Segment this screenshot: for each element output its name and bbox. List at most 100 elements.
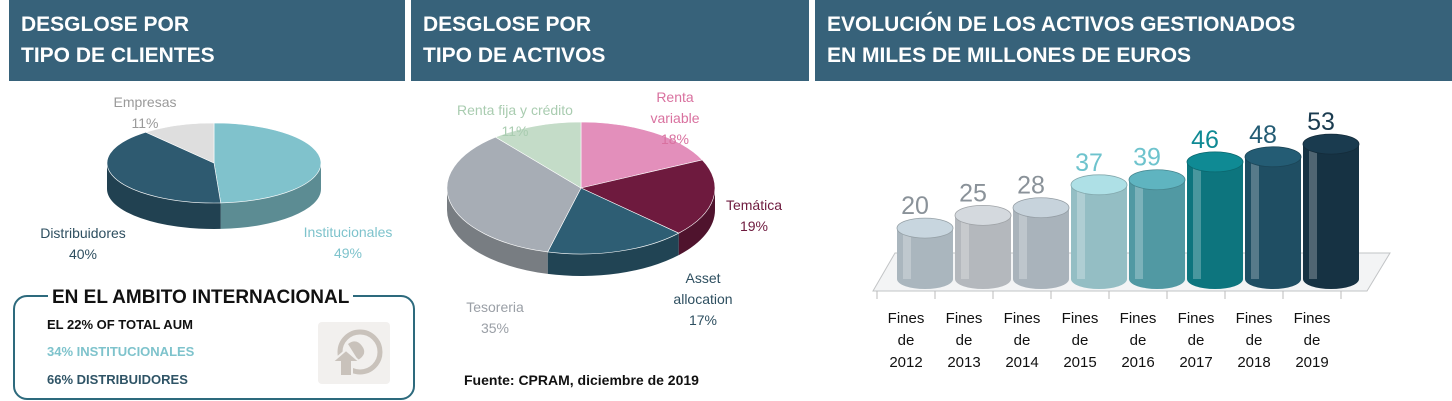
header-activos: DESGLOSE POR TIPO DE ACTIVOS [411,0,809,81]
pie-clientes-chart [106,122,322,229]
bar-top-2 [1012,197,1070,219]
bar-value-label-4: 39 [1133,144,1161,172]
label-distribuidores-pct: 40% [68,246,98,262]
header-evolucion: EVOLUCIÓN DE LOS ACTIVOS GESTIONADOS EN … [815,0,1452,81]
clientes-slice-1 [106,131,222,204]
bar-highlight-7 [1309,144,1317,279]
activos-side-3 [447,188,548,274]
bar-body-5 [1187,161,1243,289]
activos-slice-2 [547,187,680,255]
label-empresas: Empresas 11% [100,92,190,134]
label-renta-variable-line2: variable [650,110,700,126]
activos-slice-4 [494,121,582,189]
x-label-1-2: 2013 [947,354,980,371]
x-label-7-1: de [1304,332,1321,349]
label-institucionales: Institucionales 49% [293,222,403,264]
label-asset-line2: allocation [673,291,733,307]
bar-top-1 [954,204,1012,226]
bar-body-7 [1303,144,1359,289]
international-institucionales: 34% INSTITUCIONALES [47,344,195,359]
x-label-5-0: Fines [1178,310,1215,327]
activos-side-2 [547,233,679,276]
label-tesoreria-name: Tesoreria [466,299,524,315]
bar-highlight-1 [961,215,969,279]
bar-body-1 [955,215,1011,289]
bar-body-2 [1013,207,1069,289]
pie-activos-chart [446,121,716,276]
label-distribuidores-name: Distribuidores [40,225,126,241]
bar-value-label-6: 48 [1249,121,1277,149]
header-evolucion-line1: EVOLUCIÓN DE LOS ACTIVOS GESTIONADOS [827,13,1296,36]
activos-slice-1 [580,159,716,234]
globe-arrow-icon [318,322,390,384]
bar-value-label-5: 46 [1191,126,1219,154]
x-label-5-1: de [1188,332,1205,349]
bar-top-3 [1070,174,1128,196]
bar-top-7 [1302,133,1360,155]
bar-top-4 [1128,169,1186,191]
label-asset-pct: 17% [688,312,718,328]
clientes-side-1 [107,163,221,229]
label-empresas-name: Empresas [113,94,177,110]
label-renta-fija-name: Renta fija y crédito [457,102,573,118]
label-renta-fija: Renta fija y crédito 11% [435,100,595,142]
bar-highlight-5 [1193,161,1201,279]
x-label-0-2: 2012 [889,354,922,371]
bar-highlight-3 [1077,184,1085,279]
x-label-3-1: de [1072,332,1089,349]
x-label-7-2: 2019 [1295,354,1328,371]
bar-top-0 [896,217,954,239]
label-institucionales-name: Institucionales [303,224,393,240]
x-label-2-0: Fines [1004,310,1041,327]
bar-body-3 [1071,184,1127,289]
label-institucionales-pct: 49% [333,245,363,261]
bar-highlight-0 [903,228,911,279]
bar-value-label-2: 28 [1017,172,1045,200]
x-label-6-0: Fines [1236,310,1273,327]
bar-body-0 [897,228,953,289]
label-empresas-pct: 11% [131,115,159,131]
x-label-0-1: de [898,332,915,349]
x-label-1-1: de [956,332,973,349]
header-activos-line1: DESGLOSE POR [423,13,592,36]
bar-top-6 [1244,146,1302,168]
x-label-4-1: de [1130,332,1147,349]
activos-slice-3 [446,136,582,253]
label-asset-line1: Asset [685,270,721,286]
clientes-side-0 [220,163,321,229]
x-label-4-2: 2016 [1121,354,1154,371]
label-renta-variable-line1: Renta [656,89,694,105]
international-title: EN EL AMBITO INTERNACIONAL [48,287,354,309]
x-label-5-2: 2017 [1179,354,1212,371]
bar-body-4 [1129,179,1185,289]
x-label-2-2: 2014 [1005,354,1038,371]
x-label-4-0: Fines [1120,310,1157,327]
bar-highlight-6 [1251,156,1259,279]
header-clientes: DESGLOSE POR TIPO DE CLIENTES [9,0,405,81]
label-tematica: Temática 19% [712,195,796,237]
label-asset-allocation: Asset allocation 17% [658,268,748,331]
bar-highlight-2 [1019,207,1027,279]
bar-value-label-3: 37 [1075,149,1103,177]
label-tematica-name: Temática [725,197,783,213]
label-renta-fija-pct: 11% [501,123,529,139]
label-distribuidores: Distribuidores 40% [28,223,138,265]
x-label-6-2: 2018 [1237,354,1270,371]
label-tesoreria-pct: 35% [480,320,510,336]
clientes-slice-0 [213,122,322,204]
activos-slice-0 [580,121,703,189]
source-note: Fuente: CPRAM, diciembre de 2019 [464,372,699,388]
international-distribuidores: 66% DISTRIBUIDORES [47,372,188,387]
bar-body-6 [1245,156,1301,289]
label-renta-variable-pct: 18% [660,131,690,147]
x-label-6-1: de [1246,332,1263,349]
x-label-3-2: 2015 [1063,354,1096,371]
x-label-3-0: Fines [1062,310,1099,327]
bar-chart-activos: 20 25 28 37 39 46 48 53 Fines de 2012 Fines de 2013 Fi… [872,108,1391,371]
clientes-slice-2 [144,122,215,164]
bar-highlight-4 [1135,179,1143,279]
bar-top-5 [1186,151,1244,173]
international-total: EL 22% OF TOTAL AUM [47,317,193,332]
bar-value-label-0: 20 [901,192,929,220]
header-activos-line2: TIPO DE ACTIVOS [423,44,606,67]
